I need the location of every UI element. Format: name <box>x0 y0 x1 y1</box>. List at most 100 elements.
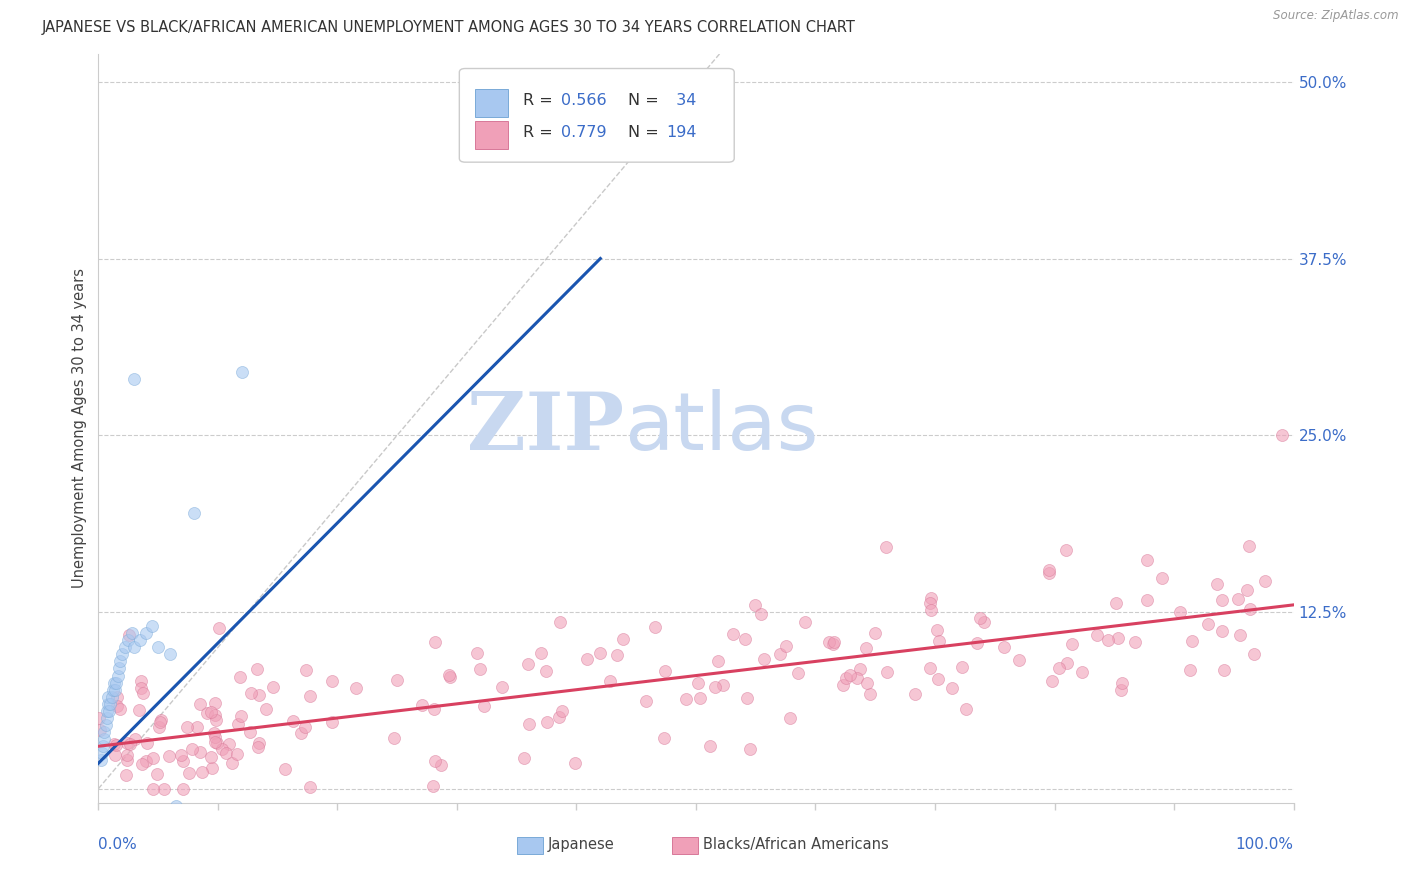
Point <box>97 690 120 704</box>
Point <box>699 739 721 753</box>
Point <box>141 619 163 633</box>
Point <box>1109 682 1132 697</box>
Point <box>226 747 249 762</box>
Point <box>468 662 491 676</box>
Point <box>247 740 270 755</box>
Y-axis label: Unemployment Among Ages 30 to 34 years: Unemployment Among Ages 30 to 34 years <box>72 268 87 588</box>
Point <box>254 701 277 715</box>
Point <box>491 680 513 694</box>
Point <box>1107 631 1129 645</box>
Point <box>576 652 599 666</box>
Point <box>124 732 146 747</box>
Point <box>98 704 121 718</box>
Point <box>863 626 886 640</box>
Point <box>1181 633 1204 648</box>
Point <box>321 715 343 730</box>
Point <box>191 765 214 780</box>
Text: R =: R = <box>523 94 558 108</box>
FancyBboxPatch shape <box>475 88 509 117</box>
Point <box>749 607 772 621</box>
Point <box>1178 663 1201 677</box>
Point <box>474 698 496 713</box>
FancyBboxPatch shape <box>460 69 734 162</box>
Point <box>117 633 139 648</box>
Point <box>262 681 284 695</box>
Point <box>928 634 950 648</box>
Point <box>89 723 111 737</box>
Point <box>1104 596 1126 610</box>
Point <box>157 748 180 763</box>
Point <box>129 674 152 689</box>
Point <box>606 648 628 662</box>
Point <box>94 718 117 732</box>
Text: 194: 194 <box>666 126 696 140</box>
Point <box>249 688 271 702</box>
Point <box>752 652 775 666</box>
Point <box>148 640 170 655</box>
Point <box>204 730 226 744</box>
Point <box>589 646 612 660</box>
Point <box>711 677 734 691</box>
Point <box>1211 624 1233 639</box>
Point <box>636 694 658 708</box>
Point <box>221 756 243 770</box>
Point <box>111 648 134 662</box>
Point <box>835 672 858 686</box>
Text: 0.779: 0.779 <box>561 126 606 140</box>
Point <box>129 633 152 648</box>
Point <box>1236 582 1258 597</box>
Point <box>150 713 173 727</box>
Point <box>548 615 571 629</box>
Point <box>97 697 120 711</box>
Point <box>927 672 949 686</box>
Point <box>1227 591 1250 606</box>
Point <box>644 620 666 634</box>
Point <box>818 634 841 648</box>
Point <box>183 506 205 520</box>
Point <box>823 636 845 650</box>
Point <box>131 681 153 696</box>
Point <box>136 736 159 750</box>
Point <box>536 715 558 730</box>
Point <box>115 768 138 782</box>
Point <box>855 641 877 656</box>
Point <box>564 756 586 770</box>
Point <box>200 761 222 775</box>
Point <box>1070 665 1092 679</box>
Point <box>1271 428 1294 442</box>
Point <box>321 673 343 688</box>
Point <box>1136 592 1159 607</box>
Point <box>775 639 797 653</box>
Point <box>208 621 231 635</box>
Point <box>1136 553 1159 567</box>
Point <box>422 779 444 793</box>
Point <box>104 682 127 697</box>
Point <box>955 702 977 716</box>
Text: R =: R = <box>523 126 558 140</box>
Point <box>181 741 204 756</box>
Text: ZIP: ZIP <box>467 389 624 467</box>
Point <box>927 623 949 637</box>
Text: N =: N = <box>628 94 664 108</box>
Point <box>513 751 536 765</box>
Point <box>294 721 316 735</box>
Point <box>849 662 872 676</box>
Point <box>247 736 270 750</box>
Point <box>204 735 226 749</box>
Point <box>1206 577 1229 591</box>
Point <box>1060 637 1083 651</box>
Point <box>530 646 553 660</box>
Point <box>124 372 146 386</box>
Point <box>188 697 211 711</box>
Text: Source: ZipAtlas.com: Source: ZipAtlas.com <box>1274 9 1399 22</box>
Point <box>723 627 745 641</box>
Point <box>344 681 367 696</box>
Point <box>101 682 124 697</box>
Text: atlas: atlas <box>624 389 818 467</box>
Point <box>1152 571 1174 585</box>
Point <box>1123 634 1146 648</box>
Point <box>114 640 136 655</box>
Text: 34: 34 <box>666 94 696 108</box>
Text: Blacks/African Americans: Blacks/African Americans <box>703 838 889 852</box>
Point <box>1253 574 1275 588</box>
